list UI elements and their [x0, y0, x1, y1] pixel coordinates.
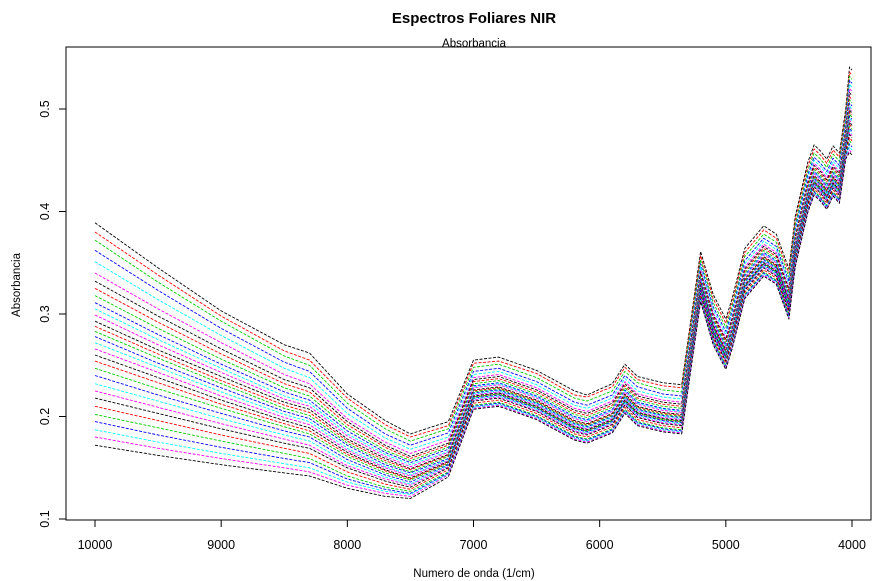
x-tick-label: 5000	[712, 538, 740, 552]
y-tick-label: 0.3	[38, 305, 52, 322]
spectrum-line-20	[94, 123, 853, 480]
spectrum-line-1	[94, 66, 853, 435]
spectrum-line-23	[94, 130, 853, 485]
x-tick-label: 6000	[586, 538, 614, 552]
y-tick-label: 0.4	[38, 203, 52, 220]
y-axis: 0.1 0.2 0.3 0.4 0.5	[38, 100, 67, 528]
spectrum-line-24	[94, 132, 853, 486]
spectrum-line-2	[94, 71, 853, 438]
x-axis: 10000 9000 8000 7000 6000 5000 4000	[78, 519, 866, 552]
series-group	[94, 66, 853, 499]
spectrum-line-11	[94, 105, 853, 466]
spectrum-line-3	[94, 75, 853, 442]
spectrum-line-29	[94, 146, 853, 495]
y-tick-label: 0.1	[38, 510, 52, 527]
y-axis-label: Absorbancia	[11, 252, 23, 317]
y-tick-label: 0.2	[38, 408, 52, 425]
spectrum-line-31	[94, 151, 853, 499]
chart-subtitle: Absorbancia	[442, 38, 507, 50]
x-tick-label: 10000	[78, 538, 113, 552]
spectrum-line-14	[94, 111, 853, 471]
spectrum-line-9	[94, 99, 853, 462]
x-axis-label: Numero de onda (1/cm)	[413, 568, 535, 580]
y-tick-label: 0.5	[38, 100, 52, 117]
spectrum-line-27	[94, 140, 853, 492]
spectrum-line-7	[94, 92, 853, 457]
chart-title: Espectros Foliares NIR	[392, 10, 556, 27]
x-tick-label: 8000	[333, 538, 361, 552]
x-tick-label: 4000	[838, 538, 866, 552]
spectrum-line-5	[94, 83, 853, 450]
spectrum-line-21	[94, 125, 853, 481]
x-tick-label: 9000	[207, 538, 235, 552]
x-tick-label: 7000	[460, 538, 488, 552]
